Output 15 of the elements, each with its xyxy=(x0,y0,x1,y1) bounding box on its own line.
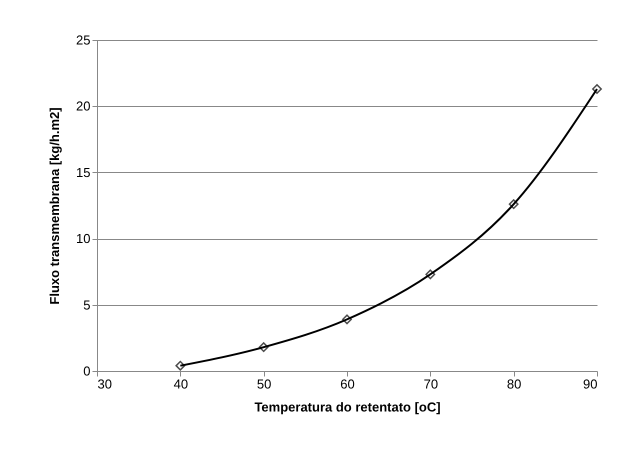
y-tick-label: 25 xyxy=(76,32,90,48)
x-tick-label: 50 xyxy=(256,376,272,392)
x-tick-label: 40 xyxy=(174,376,188,392)
y-axis-title: Fluxo transmembrana [kg/h.m2] xyxy=(47,107,62,305)
y-tick-label: 20 xyxy=(76,98,90,114)
y-tick-label: 5 xyxy=(83,297,90,312)
y-tick-label: 10 xyxy=(76,231,90,246)
x-axis-title: Temperatura do retentato [oC] xyxy=(254,400,441,414)
x-tick-label: 30 xyxy=(98,376,112,392)
y-tick-label: 0 xyxy=(83,364,90,378)
x-tick-label: 70 xyxy=(424,376,438,392)
x-tick-label: 60 xyxy=(340,376,355,392)
x-tick-label: 90 xyxy=(583,376,598,392)
x-tick-label: 80 xyxy=(506,376,522,392)
y-tick-label: 15 xyxy=(76,164,90,180)
